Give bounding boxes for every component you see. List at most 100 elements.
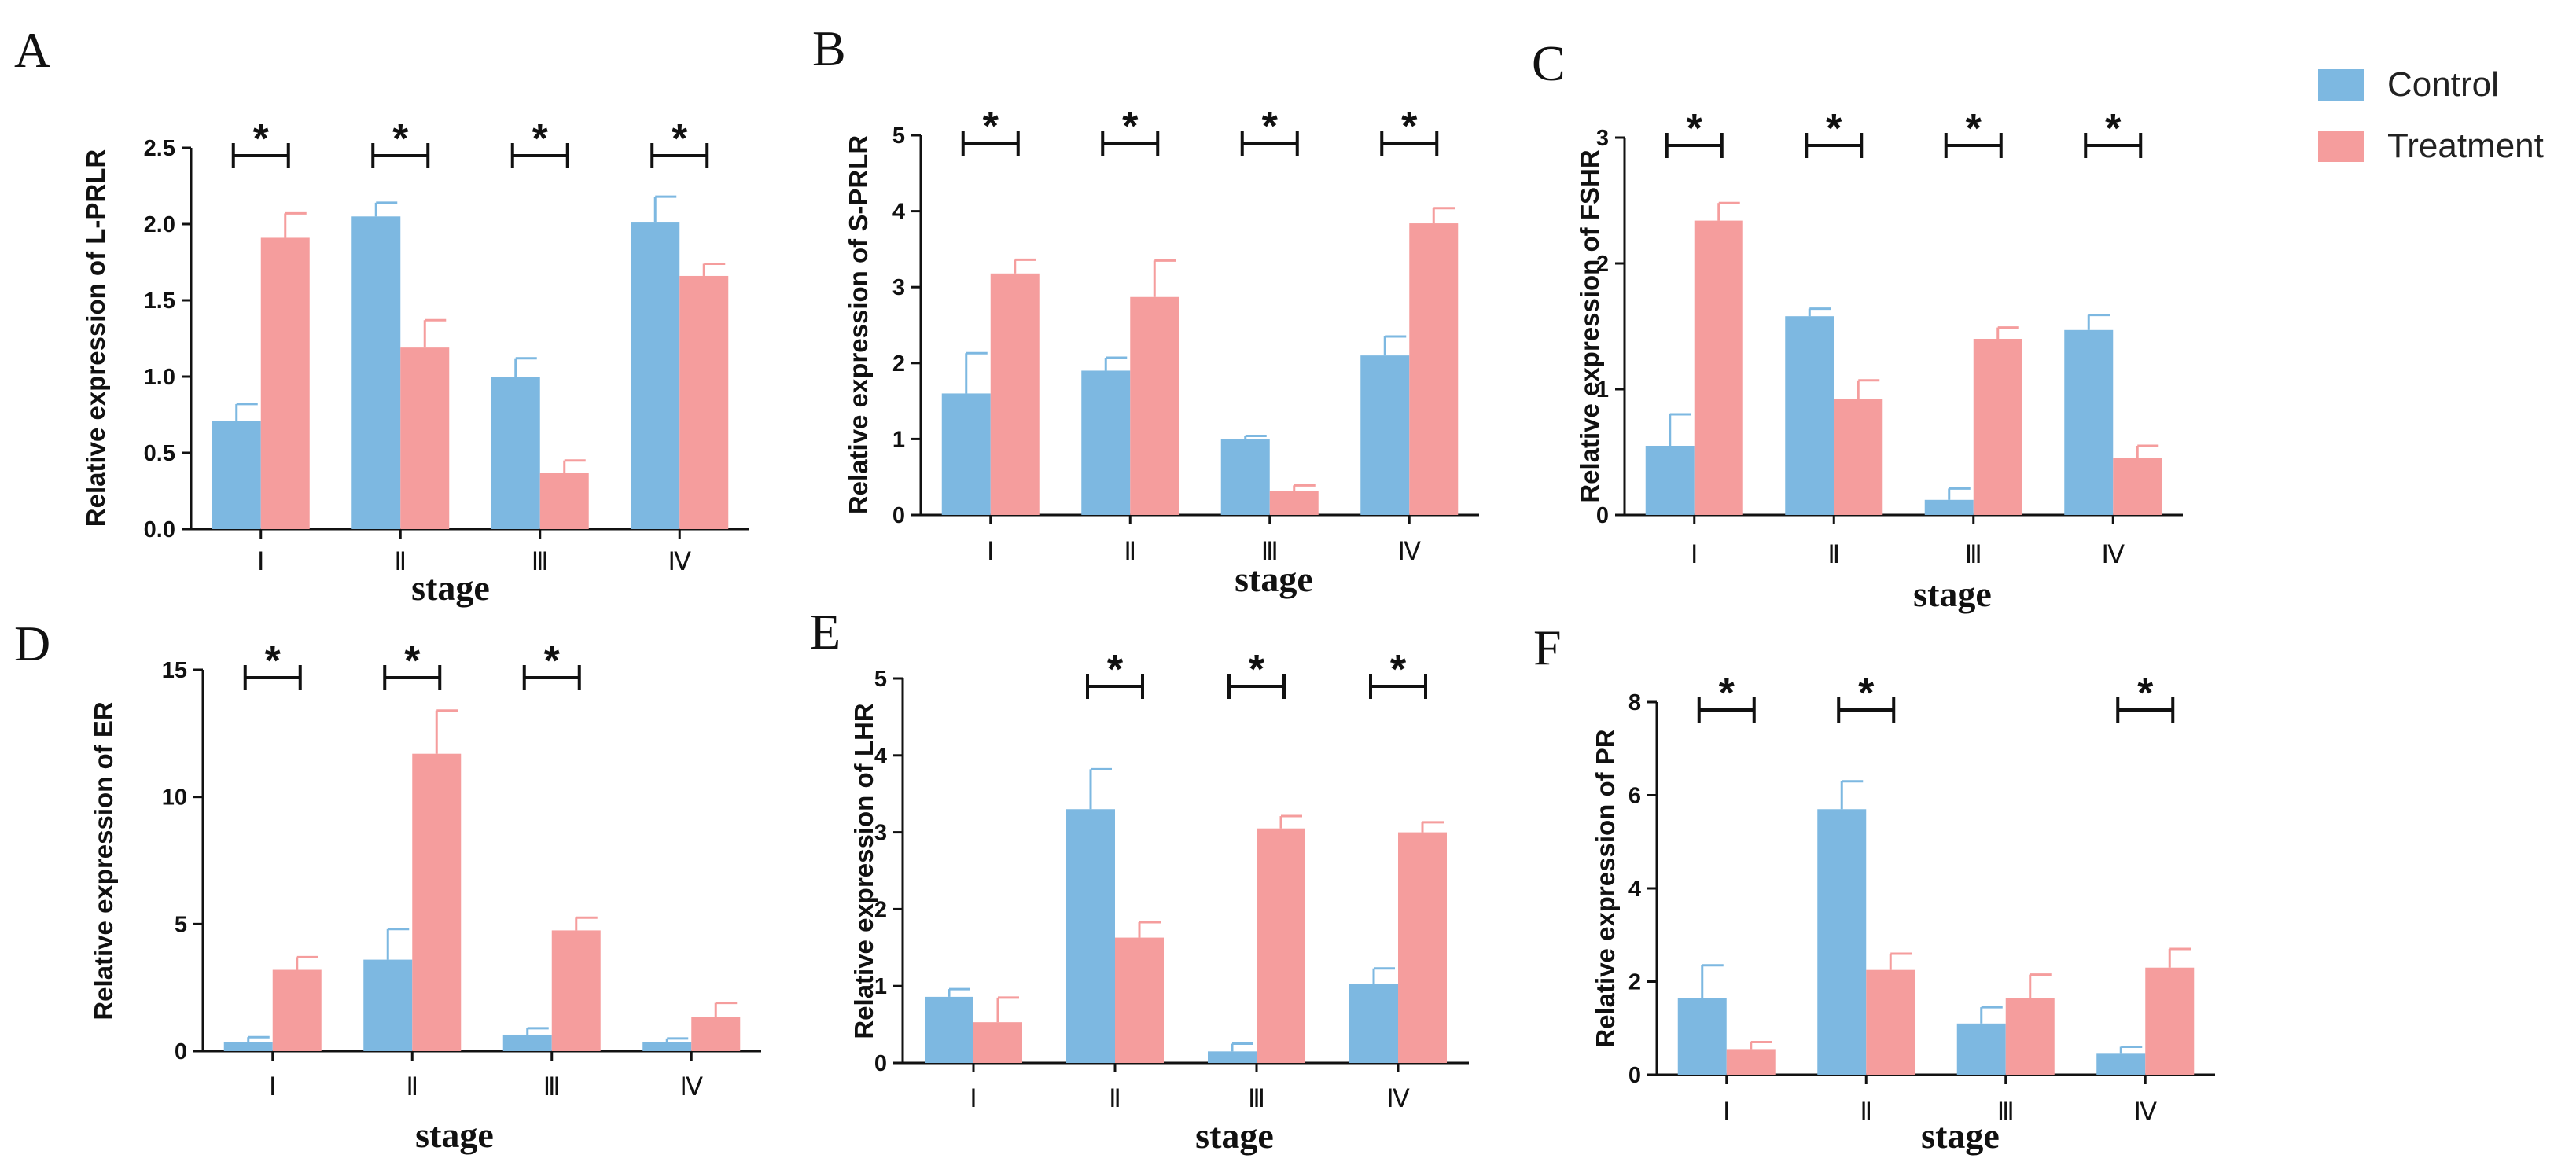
significance-star: *: [672, 116, 688, 162]
legend-label-control: Control: [2387, 65, 2499, 104]
bar-treatment-2: [400, 347, 450, 529]
x-category-label: Ⅲ: [1965, 540, 1982, 568]
x-category-label: Ⅱ: [394, 547, 407, 575]
significance-star: *: [1966, 106, 1982, 152]
y-tick-label: 15: [162, 658, 187, 683]
y-tick-label: 0.5: [144, 441, 175, 466]
significance-star: *: [2105, 106, 2122, 152]
x-category-label: Ⅳ: [1386, 1084, 1410, 1112]
y-axis-label: Relative expression of LHR: [849, 703, 878, 1039]
y-tick-label: 1.5: [144, 289, 175, 314]
y-axis-label: Relative expression of L-PRLR: [81, 149, 110, 528]
bar-control-1: [212, 421, 261, 529]
bar-treatment-3: [539, 473, 589, 529]
bar-control-1: [1645, 446, 1695, 515]
significance-star: *: [1262, 104, 1279, 149]
chart-panel-e: E 0 1 2 3 4 5 Relative expression of LHR stage Ⅰ Ⅱ…: [810, 604, 1469, 1156]
significance-star: *: [392, 116, 409, 162]
x-category-label: Ⅱ: [1827, 540, 1840, 568]
panel-letter: E: [810, 604, 841, 660]
x-category-label: Ⅲ: [1261, 537, 1279, 565]
bar-control-3: [1220, 439, 1270, 515]
bar-treatment-2: [1834, 399, 1883, 515]
y-tick-label: 4: [1628, 877, 1641, 902]
bar-treatment-1: [1726, 1049, 1776, 1075]
x-axis-label: stage: [1921, 1116, 2000, 1156]
bar-treatment-4: [679, 275, 729, 529]
y-tick-label: 5: [874, 667, 887, 692]
y-tick-label: 1: [1596, 377, 1609, 403]
bar-treatment-1: [990, 273, 1040, 515]
significance-star: *: [2137, 671, 2154, 716]
legend-label-treatment: Treatment: [2387, 127, 2544, 165]
x-category-label: Ⅲ: [532, 547, 549, 575]
chart-panel-d: D 0 5 10 15 Relative expression of ER stage Ⅰ * Ⅱ…: [14, 616, 761, 1155]
bar-control-3: [502, 1034, 552, 1051]
panel-letter: D: [14, 616, 50, 671]
bar-control-1: [941, 393, 991, 515]
y-tick-label: 4: [874, 744, 887, 769]
y-tick-label: 6: [1628, 784, 1641, 809]
significance-star: *: [1826, 106, 1842, 152]
x-category-label: Ⅰ: [987, 537, 994, 565]
y-axis-label: Relative expression of S-PRLR: [844, 135, 873, 514]
bar-control-2: [1785, 316, 1834, 515]
x-category-label: Ⅰ: [1723, 1098, 1730, 1126]
y-tick-label: 2.0: [144, 212, 175, 237]
chart-panel-f: F 0 2 4 6 8 Relative expression of PR stage Ⅰ * Ⅱ *…: [1533, 620, 2215, 1156]
y-tick-label: 0: [175, 1039, 187, 1065]
bar-treatment-2: [1130, 296, 1179, 515]
bar-control-2: [363, 959, 413, 1051]
bar-control-2: [351, 216, 401, 529]
bar-treatment-3: [1257, 828, 1305, 1063]
y-tick-label: 5: [175, 912, 187, 937]
legend-swatch-control: [2318, 69, 2364, 101]
significance-star: *: [1858, 671, 1875, 716]
x-axis-label: stage: [1235, 559, 1313, 599]
bar-treatment-3: [1269, 491, 1319, 515]
bar-treatment-4: [2113, 458, 2162, 515]
x-category-label: Ⅳ: [679, 1072, 703, 1101]
bar-treatment-4: [691, 1017, 741, 1051]
y-tick-label: 3: [892, 275, 905, 300]
x-axis-label: stage: [1195, 1116, 1274, 1156]
x-category-label: Ⅱ: [1109, 1084, 1121, 1112]
bar-treatment-3: [551, 930, 601, 1051]
x-category-label: Ⅳ: [1397, 537, 1421, 565]
significance-star: *: [1249, 647, 1265, 693]
bar-treatment-3: [1973, 339, 2022, 515]
bar-control-3: [491, 377, 540, 529]
y-tick-label: 2: [1628, 970, 1641, 995]
bar-control-4: [1349, 984, 1398, 1063]
bar-control-1: [1677, 998, 1727, 1075]
bar-treatment-4: [2145, 967, 2195, 1075]
x-category-label: Ⅲ: [1997, 1098, 2015, 1126]
bar-treatment-1: [260, 237, 310, 529]
y-tick-label: 4: [892, 200, 905, 225]
y-axis-label: Relative expression of PR: [1591, 729, 1620, 1047]
x-category-label: Ⅱ: [1124, 537, 1136, 565]
chart-panel-a: A 0.0 0.5 1.0 1.5 2.0 2.5 Relative expression o…: [14, 22, 749, 608]
significance-star: *: [1687, 106, 1703, 152]
x-category-label: Ⅳ: [2101, 540, 2125, 568]
y-tick-label: 2: [1596, 252, 1609, 277]
significance-star: *: [544, 638, 561, 684]
y-tick-label: 0: [874, 1051, 887, 1076]
bar-treatment-3: [2005, 998, 2055, 1075]
y-axis-label: Relative expression of ER: [89, 701, 118, 1020]
bar-control-4: [1360, 355, 1410, 515]
y-tick-label: 2.5: [144, 136, 175, 161]
y-tick-label: 10: [162, 785, 187, 811]
y-tick-label: 2: [874, 897, 887, 922]
x-category-label: Ⅱ: [1860, 1098, 1872, 1126]
panel-letter: C: [1532, 35, 1566, 91]
bar-control-2: [1817, 809, 1867, 1075]
chart-panel-b: B 0 1 2 3 4 5 Relative expression of S-PRLR stag…: [812, 20, 1479, 599]
x-axis-label: stage: [411, 568, 490, 608]
significance-star: *: [1401, 104, 1418, 149]
x-category-label: Ⅲ: [543, 1072, 561, 1101]
y-tick-label: 3: [874, 821, 887, 846]
y-tick-label: 0: [1596, 503, 1609, 528]
significance-star: *: [1719, 671, 1735, 716]
